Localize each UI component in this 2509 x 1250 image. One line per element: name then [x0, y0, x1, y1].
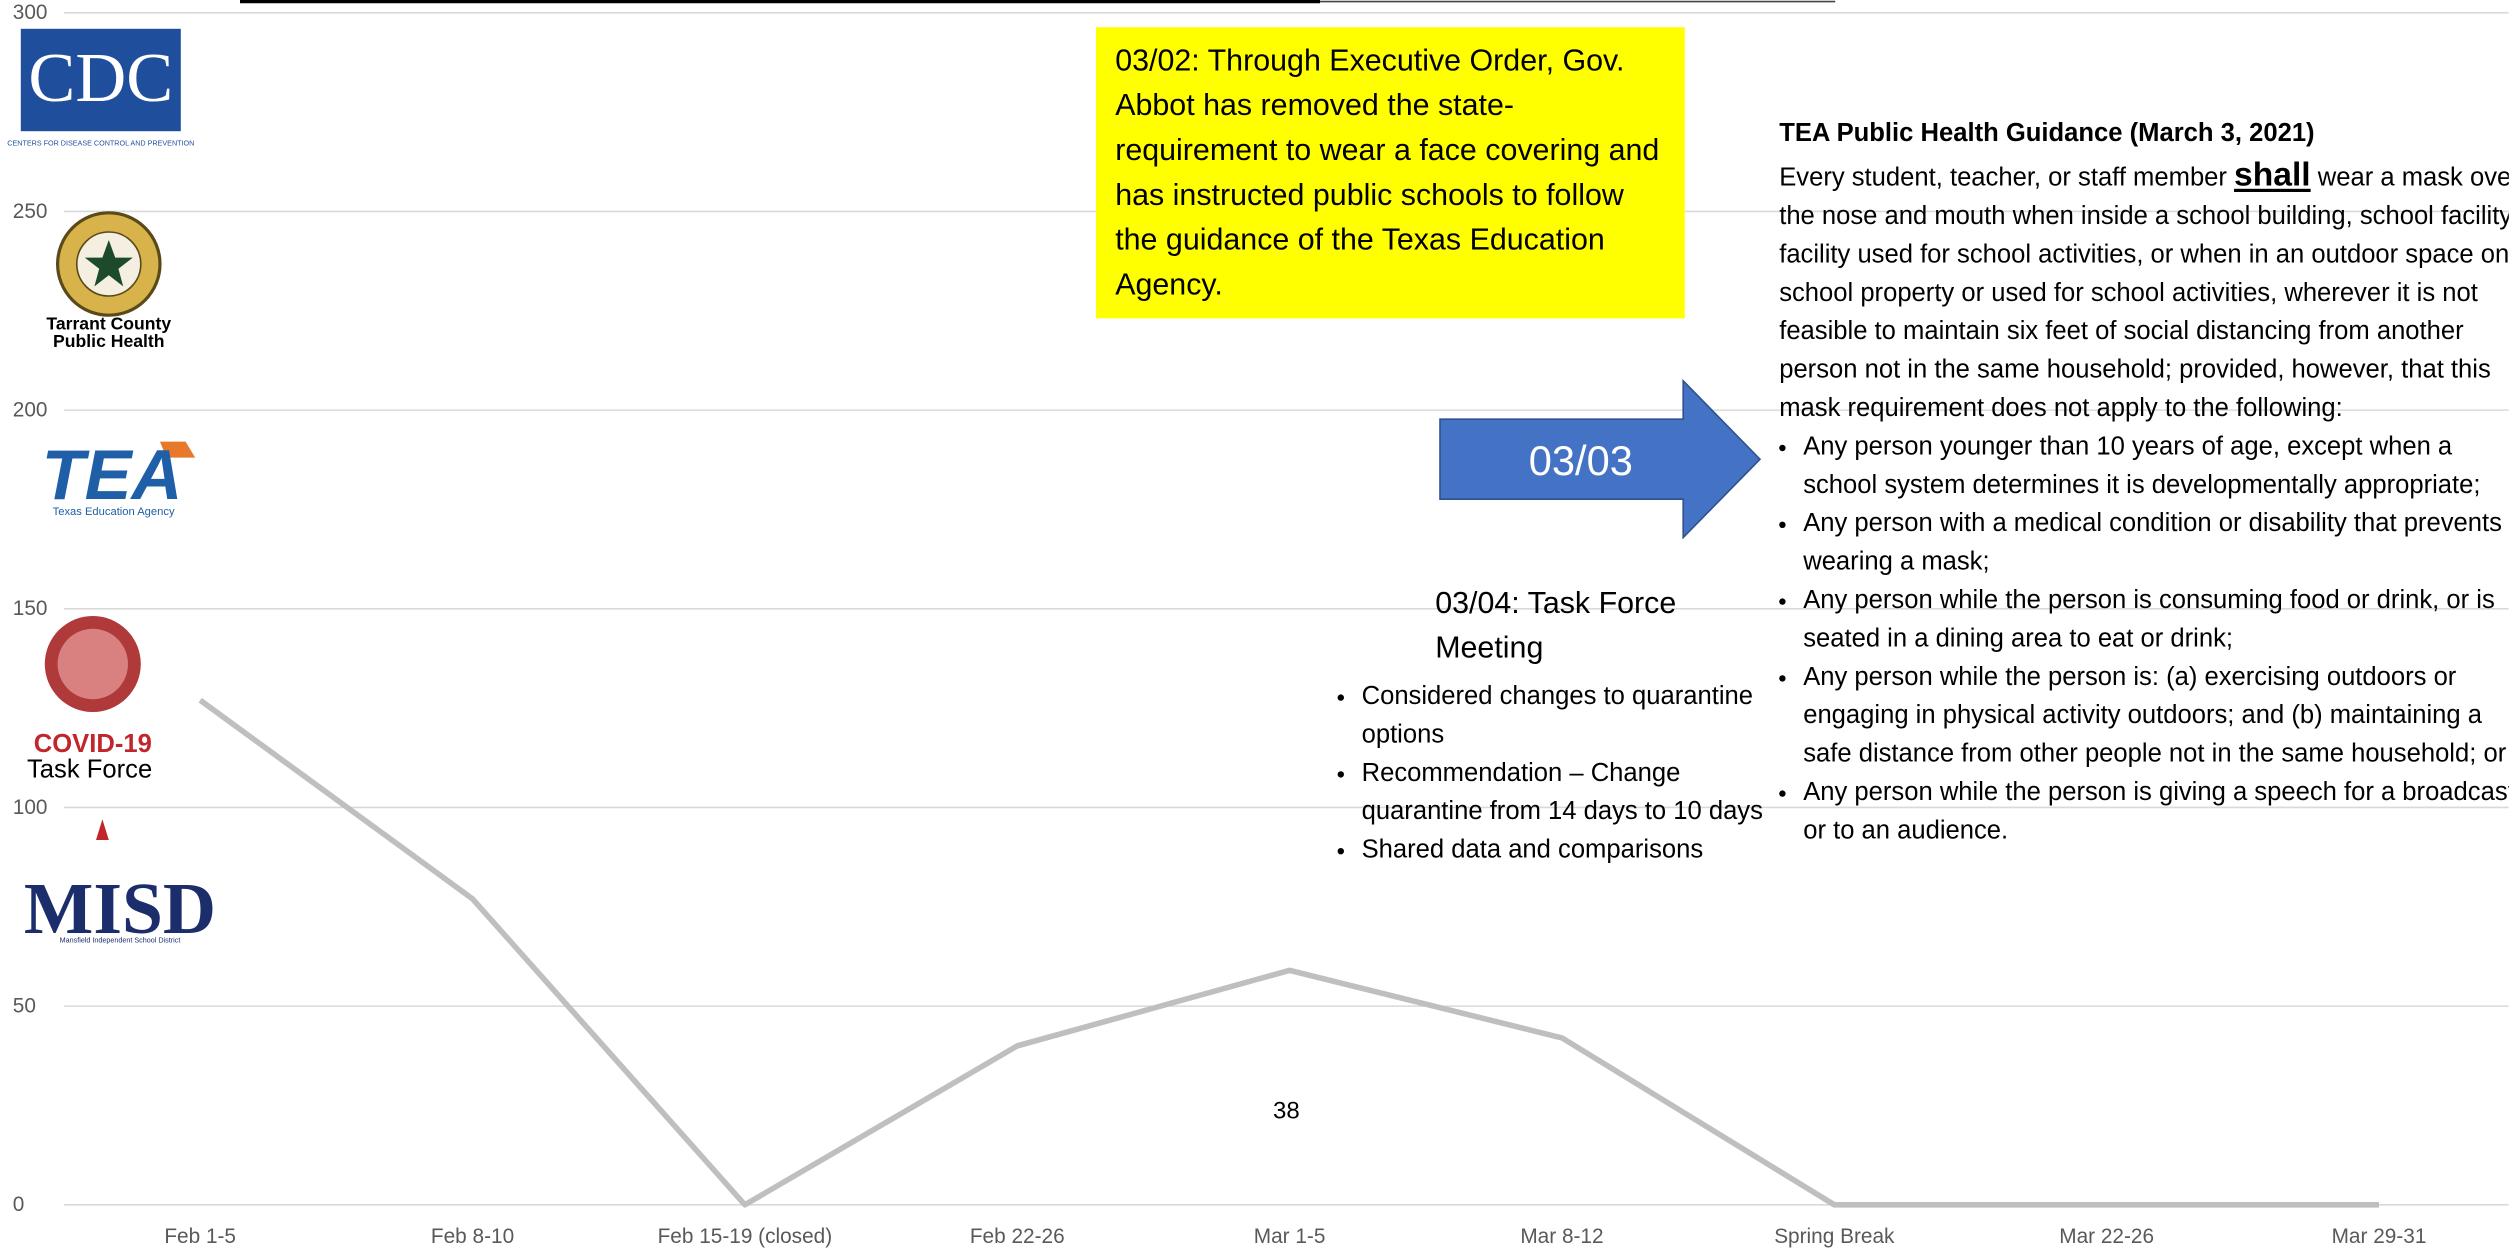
misd-torch — [96, 819, 109, 840]
tea-text: TEA — [42, 435, 183, 514]
slide: 0 50 100 150 200 250 300 Feb 1-5 Feb 8-10 Feb 15-… — [0, 0, 2509, 1250]
executive-order-note: 03/02: Through Executive Order, Gov. Abb… — [1096, 27, 1685, 318]
y-tick-label: 50 — [13, 995, 36, 1018]
y-tick-label: 100 — [13, 796, 48, 819]
x-tick-label: Feb 1-5 — [164, 1225, 236, 1248]
bullet: Shared data and comparisons — [1362, 832, 1770, 870]
bullet: Considered changes to quarantine options — [1362, 678, 1770, 755]
x-tick-label: Feb 22-26 — [970, 1225, 1065, 1248]
y-tick-label: 0 — [13, 1193, 25, 1216]
guidance-bullets: Any person younger than 10 years of age,… — [1779, 429, 2509, 851]
cdc-subtitle: CENTERS FOR DISEASE CONTROL AND PREVENTI… — [7, 139, 194, 148]
y-tick-label: 200 — [13, 399, 48, 422]
x-tick-label: Feb 15-19 (closed) — [658, 1225, 833, 1248]
annotation: 38 — [1273, 1097, 1300, 1124]
arrow-label: 03/03 — [1529, 437, 1633, 484]
bullet: Recommendation – Change quarantine from … — [1362, 755, 1770, 832]
guidance-title: TEA Public Health Guidance (March 3, 202… — [1779, 115, 2509, 153]
page: {"chart_data": {"type": "line", "categor… — [0, 0, 2509, 1249]
task-force-meeting: 03/04: Task Force Meeting Considered cha… — [1338, 582, 1770, 870]
tarrant-label: Tarrant County Public Health — [29, 317, 189, 352]
intro-text: Every student, teacher, or staff member — [1779, 165, 2234, 192]
x-tick-label: Mar 1-5 — [1254, 1225, 1326, 1248]
guidance-intro: Every student, teacher, or staff member … — [1779, 157, 2509, 429]
x-tick-label: Mar 8-12 — [1520, 1225, 1603, 1248]
bullet: Any person while the person is consuming… — [1803, 582, 2509, 659]
tarrant-label-box: Tarrant County Public Health — [29, 317, 189, 365]
cdc-text: CDC — [28, 39, 173, 117]
intro-text: wear a mask over the nose and mouth when… — [1779, 165, 2509, 423]
y-tick-label: 150 — [13, 597, 48, 620]
x-tick-label: Spring Break — [1774, 1225, 1895, 1248]
tea-guidance: TEA Public Health Guidance (March 3, 202… — [1779, 115, 2509, 851]
covid-text: COVID-19 — [34, 730, 152, 758]
y-tick-label: 300 — [13, 1, 48, 24]
bullet: Any person younger than 10 years of age,… — [1803, 429, 2509, 506]
intro-emphasis: shall — [2234, 157, 2311, 194]
x-tick-label: Mar 29-31 — [2332, 1225, 2427, 1248]
misd-subtitle: Mansfield Independent School District — [60, 935, 181, 944]
bullet: Any person while the person is: (a) exer… — [1803, 659, 2509, 774]
x-tick-label: Mar 22-26 — [2059, 1225, 2154, 1248]
bullet: Any person with a medical condition or d… — [1803, 506, 2509, 583]
bullet: Any person while the person is giving a … — [1803, 774, 2509, 851]
task-force-label: Task Force — [27, 756, 152, 784]
covid-virus — [58, 629, 128, 699]
meeting-title: 03/04: Task Force Meeting — [1435, 582, 1769, 672]
meeting-bullets: Considered changes to quarantine options… — [1338, 678, 1770, 870]
tea-subtitle: Texas Education Agency — [53, 506, 175, 518]
y-tick-label: 250 — [13, 200, 48, 223]
x-tick-label: Feb 8-10 — [431, 1225, 514, 1248]
